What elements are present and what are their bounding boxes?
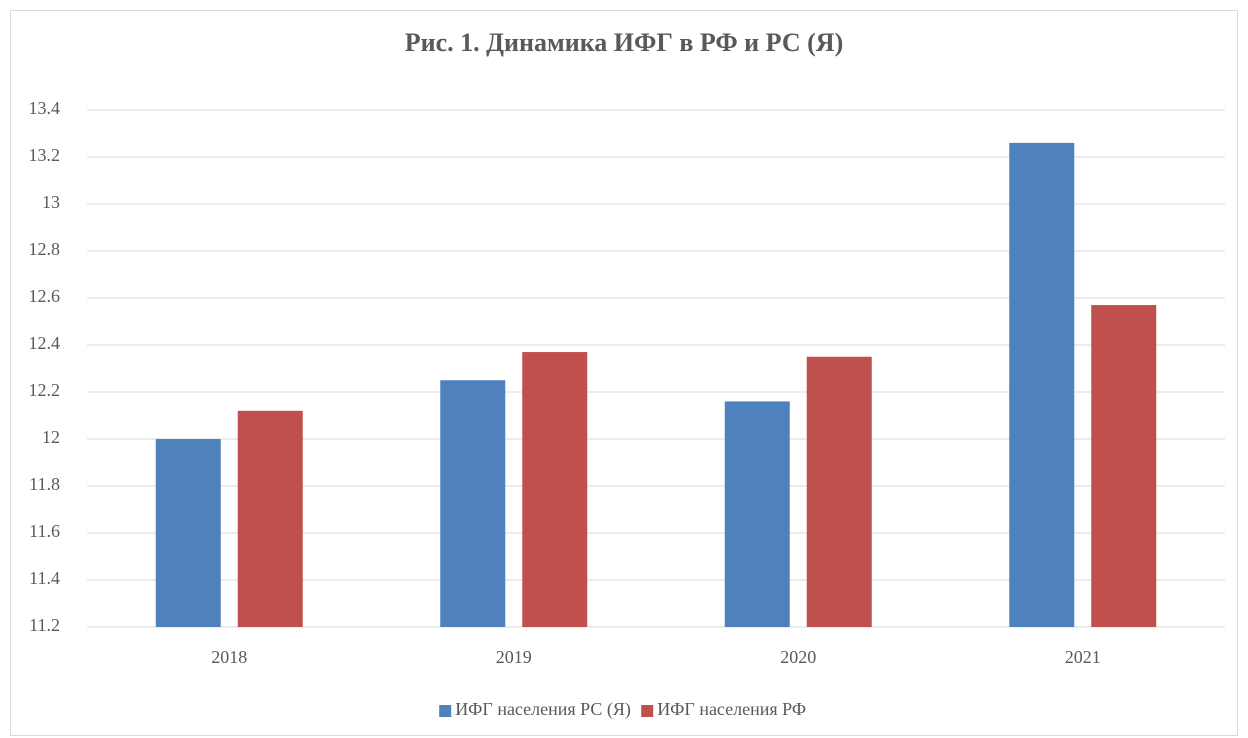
y-tick-label: 11.6 xyxy=(29,521,60,541)
y-tick-label: 12.2 xyxy=(29,380,61,400)
legend-label: ИФГ населения РФ xyxy=(657,699,806,719)
y-tick-label: 13.4 xyxy=(29,98,61,118)
legend-label: ИФГ населения РС (Я) xyxy=(455,699,631,720)
y-tick-label: 11.4 xyxy=(29,568,60,588)
bar xyxy=(724,401,790,627)
bar xyxy=(1091,305,1157,627)
x-tick-label: 2020 xyxy=(780,647,816,667)
chart-title: Рис. 1. Динамика ИФГ в РФ и РС (Я) xyxy=(405,28,843,57)
bar xyxy=(440,380,506,627)
y-tick-label: 11.8 xyxy=(29,474,60,494)
y-tick-label: 12 xyxy=(42,427,60,447)
y-tick-label: 13.2 xyxy=(29,145,61,165)
y-tick-label: 12.8 xyxy=(29,239,61,259)
legend-swatch xyxy=(439,705,452,717)
x-tick-label: 2021 xyxy=(1065,647,1101,667)
y-tick-label: 12.6 xyxy=(29,286,61,306)
legend-swatch xyxy=(641,705,654,717)
bar xyxy=(1009,142,1075,627)
y-tick-label: 11.2 xyxy=(29,615,60,635)
x-tick-label: 2018 xyxy=(211,647,247,667)
y-tick-label: 12.4 xyxy=(29,333,61,353)
x-tick-label: 2019 xyxy=(496,647,532,667)
y-tick-label: 13 xyxy=(42,192,60,212)
bar xyxy=(806,356,872,627)
bar xyxy=(522,352,588,627)
bar xyxy=(237,410,303,627)
bar xyxy=(155,439,221,627)
